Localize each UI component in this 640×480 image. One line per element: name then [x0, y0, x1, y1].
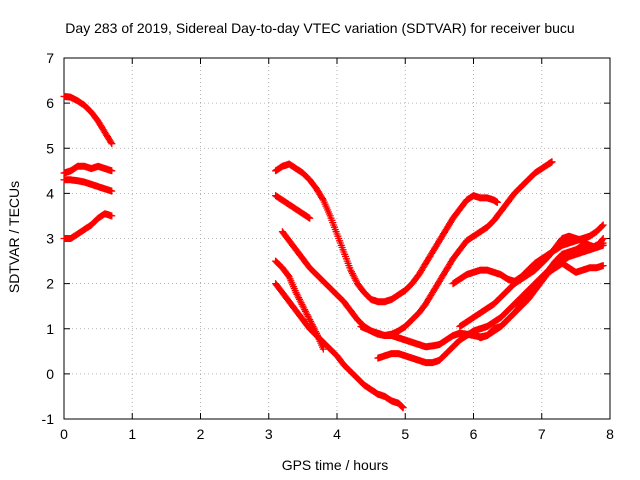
series-markers — [60, 210, 116, 242]
x-tick-label: 5 — [401, 426, 409, 442]
series-4 — [60, 210, 116, 242]
x-tick-label: 6 — [470, 426, 478, 442]
chart-title: Day 283 of 2019, Sidereal Day-to-day VTE… — [65, 20, 574, 36]
series-13 — [456, 232, 607, 330]
series-markers — [456, 232, 607, 330]
x-tick-label: 8 — [606, 426, 614, 442]
x-axis-label: GPS time / hours — [282, 457, 389, 473]
y-tick-label: -1 — [42, 411, 55, 427]
series-markers — [60, 92, 116, 148]
series-markers — [272, 160, 501, 306]
x-tick-label: 3 — [265, 426, 273, 442]
series-markers — [470, 241, 607, 342]
series-markers — [272, 257, 327, 353]
series-14 — [470, 241, 607, 342]
x-tick-label: 2 — [197, 426, 205, 442]
y-axis-label: SDTVAR / TECUs — [6, 181, 22, 293]
y-tick-label: 3 — [46, 231, 54, 247]
series-11 — [374, 239, 607, 367]
series-markers — [272, 192, 314, 222]
series-3 — [60, 176, 116, 195]
x-tick-label: 4 — [333, 426, 341, 442]
y-tick-label: 4 — [46, 185, 54, 201]
series-markers — [60, 162, 116, 177]
y-tick-label: 6 — [46, 95, 54, 111]
y-tick-label: 5 — [46, 140, 54, 156]
series-5 — [272, 160, 501, 306]
data-series — [60, 92, 607, 412]
axis-ticks: 0 1 2 3 4 5 6 7 8 -1 0 1 2 3 4 5 6 7 — [42, 50, 615, 442]
series-6 — [272, 192, 314, 222]
y-tick-label: 2 — [46, 276, 54, 292]
y-tick-label: 7 — [46, 50, 54, 66]
x-tick-label: 7 — [538, 426, 546, 442]
series-markers — [60, 176, 116, 195]
series-1 — [60, 92, 116, 148]
x-tick-label: 0 — [60, 426, 68, 442]
y-tick-label: 0 — [46, 366, 54, 382]
x-tick-label: 1 — [128, 426, 136, 442]
series-2 — [60, 162, 116, 177]
series-markers — [374, 239, 607, 367]
series-9 — [272, 257, 327, 353]
y-tick-label: 1 — [46, 321, 54, 337]
